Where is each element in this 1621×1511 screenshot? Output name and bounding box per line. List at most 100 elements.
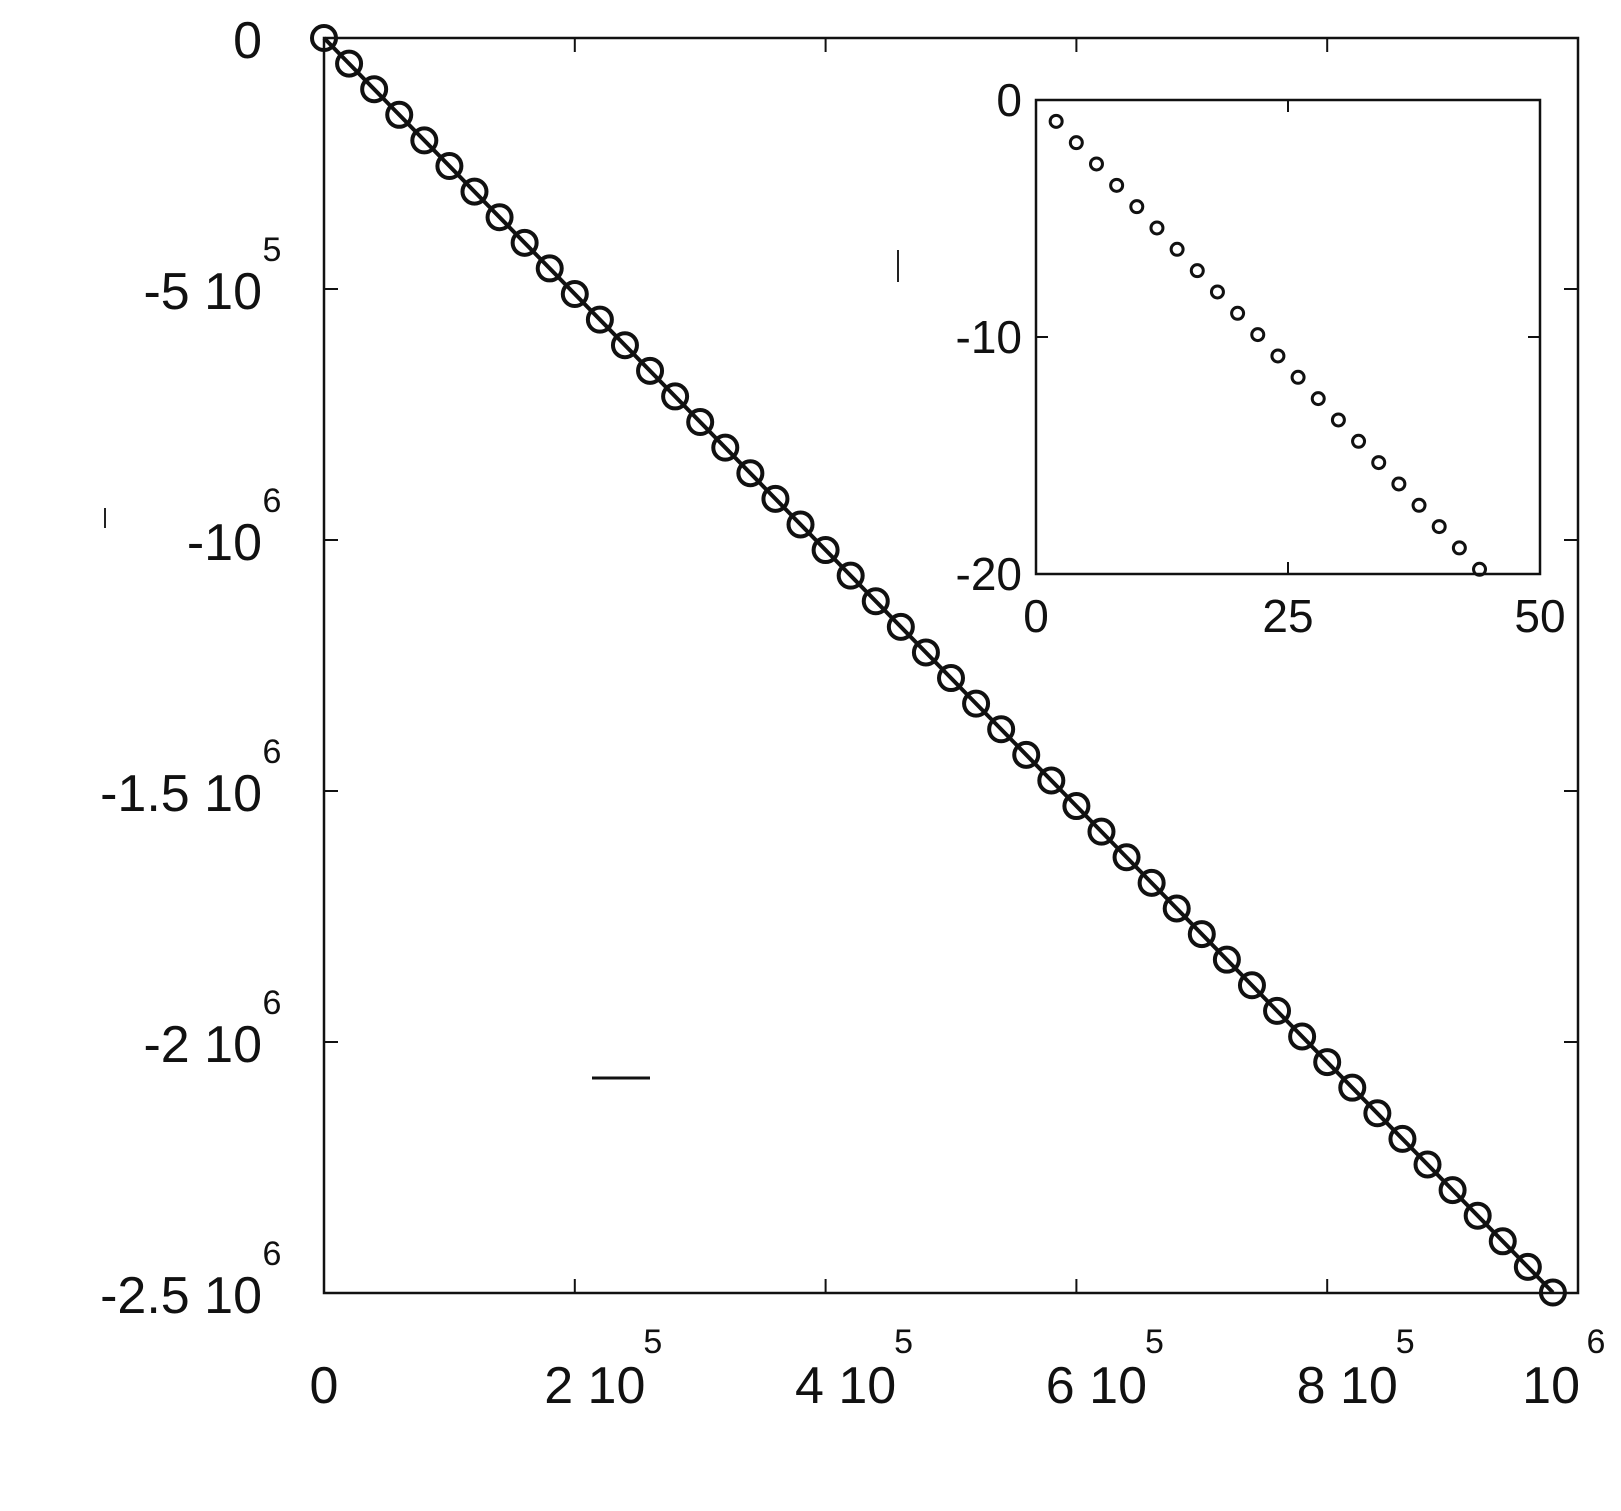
- main-data-point: [535, 254, 564, 283]
- main-y-tick-exponent: 6: [263, 733, 282, 771]
- main-data-point: [460, 177, 489, 206]
- main-data-point: [335, 49, 364, 78]
- main-data-point: [1538, 1278, 1567, 1307]
- inset-data-point: [1330, 412, 1346, 428]
- inset-y-tick-label: -10: [956, 311, 1022, 363]
- inset-data-point: [1109, 177, 1125, 193]
- main-data-point: [585, 305, 614, 334]
- main-data-point: [1438, 1176, 1467, 1205]
- main-data-point: [711, 433, 740, 462]
- main-y-tick-labels: 0-5 105-106-1.5 106-2 106-2.5 106: [100, 12, 281, 1325]
- inset-data-point: [1270, 348, 1286, 364]
- main-data-point: [861, 587, 890, 616]
- main-y-tick-exponent: 6: [263, 984, 282, 1022]
- inset-data-point: [1129, 199, 1145, 215]
- inset-data-point: [1068, 135, 1084, 151]
- inset-data-point: [1431, 519, 1447, 535]
- main-data-point: [886, 612, 915, 641]
- main-x-tick-label: 4 10: [795, 1357, 896, 1415]
- inset-data-point: [1310, 391, 1326, 407]
- main-data-point: [786, 510, 815, 539]
- main-x-tick-exponent: 5: [894, 1323, 913, 1361]
- inset-y-tick-label: -20: [956, 548, 1022, 600]
- main-data-points: [310, 24, 1567, 1307]
- main-y-tick-label: 0: [233, 12, 262, 70]
- main-data-point: [1513, 1252, 1542, 1281]
- main-data-point: [1012, 740, 1041, 769]
- main-data-point: [1162, 894, 1191, 923]
- main-y-tick-exponent: 6: [263, 1235, 282, 1273]
- main-data-point: [911, 638, 940, 667]
- inset-data-point: [1371, 455, 1387, 471]
- inset-data-point: [1230, 305, 1246, 321]
- main-data-point: [836, 561, 865, 590]
- main-data-point: [1037, 766, 1066, 795]
- main-data-point: [1413, 1150, 1442, 1179]
- main-data-point: [610, 331, 639, 360]
- main-data-point: [811, 536, 840, 565]
- main-data-point: [761, 484, 790, 513]
- main-y-tick-label: -5 10: [143, 263, 262, 321]
- main-data-point: [435, 152, 464, 181]
- main-y-tick-label: -2.5 10: [100, 1267, 262, 1325]
- inset-data-point: [1048, 113, 1064, 129]
- main-x-tick-label: 2 10: [544, 1357, 645, 1415]
- inset-data-point: [1088, 156, 1104, 172]
- main-data-point: [410, 126, 439, 155]
- main-data-point: [937, 664, 965, 693]
- inset-data-point: [1411, 497, 1427, 513]
- main-y-tick-exponent: 6: [263, 482, 282, 520]
- main-data-point: [636, 356, 665, 385]
- inset-x-tick-label: 0: [1023, 590, 1049, 642]
- main-data-point: [1388, 1124, 1417, 1153]
- main-data-point: [1187, 920, 1216, 949]
- main-data-point: [485, 203, 514, 232]
- inset-data-point: [1250, 327, 1266, 343]
- inset-background: [1036, 100, 1540, 574]
- main-data-point: [736, 459, 765, 488]
- fit-line: [322, 36, 1555, 1294]
- inset-data-point: [1391, 476, 1407, 492]
- main-data-point: [1338, 1073, 1367, 1102]
- main-x-tick-exponent: 5: [1145, 1323, 1164, 1361]
- inset-x-tick-label: 25: [1262, 590, 1313, 642]
- inset-tick-labels: 0 25 50 0 -10 -20: [956, 74, 1566, 642]
- main-x-tick-label: 8 10: [1297, 1357, 1398, 1415]
- main-data-point: [1087, 817, 1116, 846]
- main-data-point: [385, 100, 414, 129]
- inset-data-points: [1048, 113, 1488, 577]
- main-data-point: [1212, 945, 1241, 974]
- main-y-tick-label: -10: [187, 514, 262, 572]
- main-data-point: [360, 75, 389, 104]
- inset-data-point: [1149, 220, 1165, 236]
- main-x-tick-label: 0: [310, 1357, 339, 1415]
- fit-annotation: [592, 1076, 650, 1080]
- main-x-tick-exponent: 5: [643, 1323, 662, 1361]
- main-x-tick-label: 10: [1522, 1357, 1580, 1415]
- main-data-point: [1288, 1022, 1317, 1051]
- main-data-point: [560, 280, 589, 309]
- main-data-point: [661, 382, 690, 411]
- inset-data-point: [1351, 433, 1367, 449]
- main-data-point: [510, 228, 539, 257]
- inset-y-tick-label: 0: [996, 74, 1022, 126]
- main-data-point: [1313, 1048, 1342, 1077]
- main-x-tick-exponent: 6: [1587, 1323, 1606, 1361]
- main-data-point: [1263, 996, 1292, 1025]
- main-x-tick-label: 6 10: [1046, 1357, 1147, 1415]
- main-data-point: [987, 715, 1016, 744]
- inset-data-point: [1290, 369, 1306, 385]
- main-data-point: [1363, 1099, 1392, 1128]
- inset-x-tick-label: 50: [1514, 590, 1565, 642]
- inset-axis-ticks: [1035, 99, 1541, 575]
- main-data-point: [310, 24, 338, 52]
- main-data-point: [1112, 843, 1141, 872]
- main-data-point: [1237, 971, 1266, 1000]
- main-y-tick-label: -1.5 10: [100, 765, 262, 823]
- main-y-tick-label: -2 10: [143, 1016, 262, 1074]
- main-plot-frame: [322, 36, 1580, 1295]
- main-data-point: [686, 408, 715, 437]
- inset-data-point: [1189, 263, 1205, 279]
